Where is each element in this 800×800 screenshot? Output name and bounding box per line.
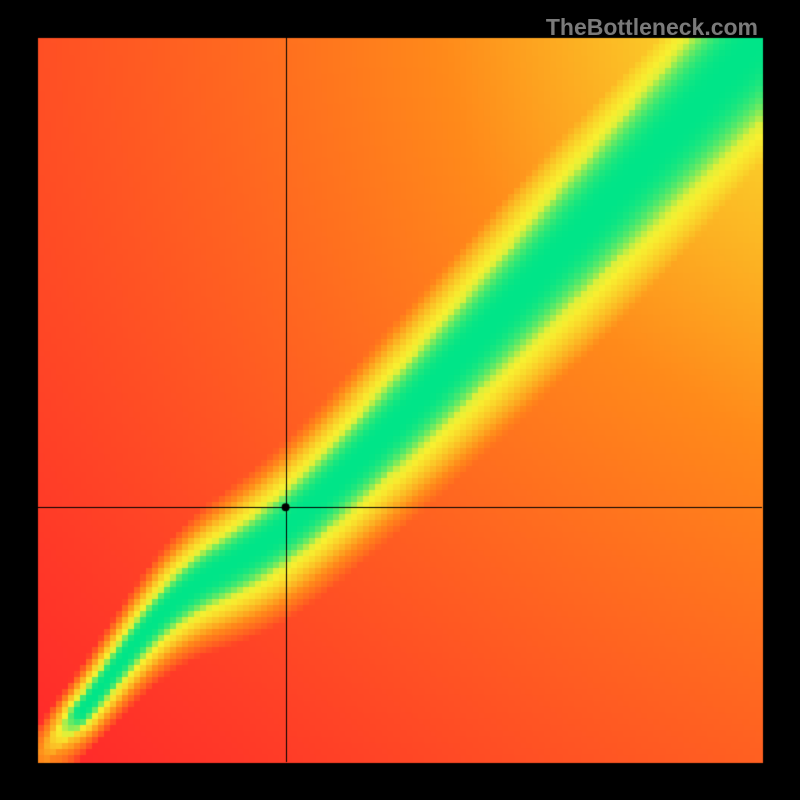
chart-container: TheBottleneck.com — [0, 0, 800, 800]
heatmap-plot — [0, 0, 800, 800]
watermark-text: TheBottleneck.com — [546, 14, 758, 41]
